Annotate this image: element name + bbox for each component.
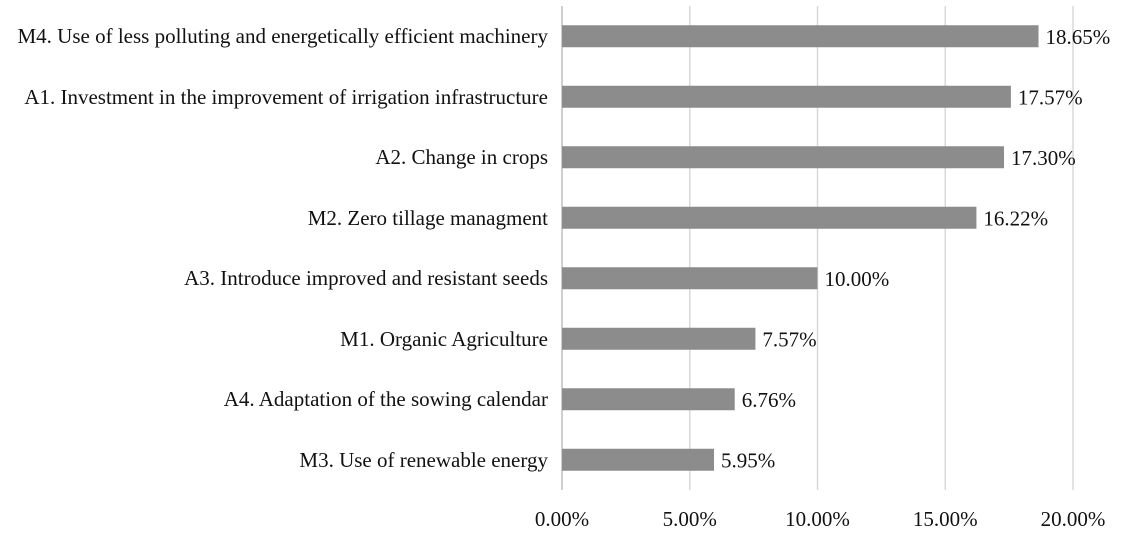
category-label-box: M4. Use of less polluting and energetica…	[4, 24, 549, 49]
bar	[562, 85, 1011, 108]
category-label-box: A2. Change in crops	[4, 145, 548, 169]
y-tick-label: A3. Introduce improved and resistant see…	[184, 266, 548, 291]
value-label: 17.30%	[1011, 146, 1076, 170]
bar	[562, 206, 977, 229]
y-tick-label: M4. Use of less polluting and energetica…	[17, 24, 549, 49]
bar	[562, 267, 818, 290]
x-tick-label: 5.00%	[663, 507, 717, 531]
category-label-box: A1. Investment in the improvement of irr…	[4, 85, 548, 109]
bar	[562, 448, 715, 471]
category-label-box: A4. Adaptation of the sowing calendar	[4, 387, 548, 411]
bar	[562, 146, 1005, 169]
x-tick-label: 10.00%	[785, 507, 850, 531]
value-label: 17.57%	[1018, 86, 1083, 110]
bar	[562, 327, 756, 350]
y-tick-label: M1. Organic Agriculture	[340, 326, 548, 351]
value-label: 7.57%	[762, 328, 816, 352]
value-label: 5.95%	[721, 449, 775, 473]
category-label-box: A3. Introduce improved and resistant see…	[4, 266, 548, 290]
x-tick-label: 20.00%	[1041, 507, 1106, 531]
value-label: 16.22%	[983, 207, 1048, 231]
x-tick-label: 0.00%	[535, 507, 589, 531]
bar	[562, 25, 1039, 48]
value-label: 18.65%	[1046, 25, 1111, 49]
y-tick-label: A1. Investment in the improvement of irr…	[24, 84, 548, 109]
x-tick-label: 15.00%	[913, 507, 978, 531]
category-label-box: M3. Use of renewable energy	[4, 448, 548, 472]
category-label-box: M2. Zero tillage managment	[4, 206, 548, 230]
bar	[562, 388, 735, 411]
y-tick-label: A2. Change in crops	[375, 145, 548, 170]
category-label-box: M1. Organic Agriculture	[4, 327, 548, 351]
y-tick-label: A4. Adaptation of the sowing calendar	[223, 387, 548, 412]
y-tick-label: M2. Zero tillage managment	[307, 205, 548, 230]
y-tick-label: M3. Use of renewable energy	[299, 447, 548, 472]
value-label: 6.76%	[742, 388, 796, 412]
value-label: 10.00%	[825, 267, 890, 291]
